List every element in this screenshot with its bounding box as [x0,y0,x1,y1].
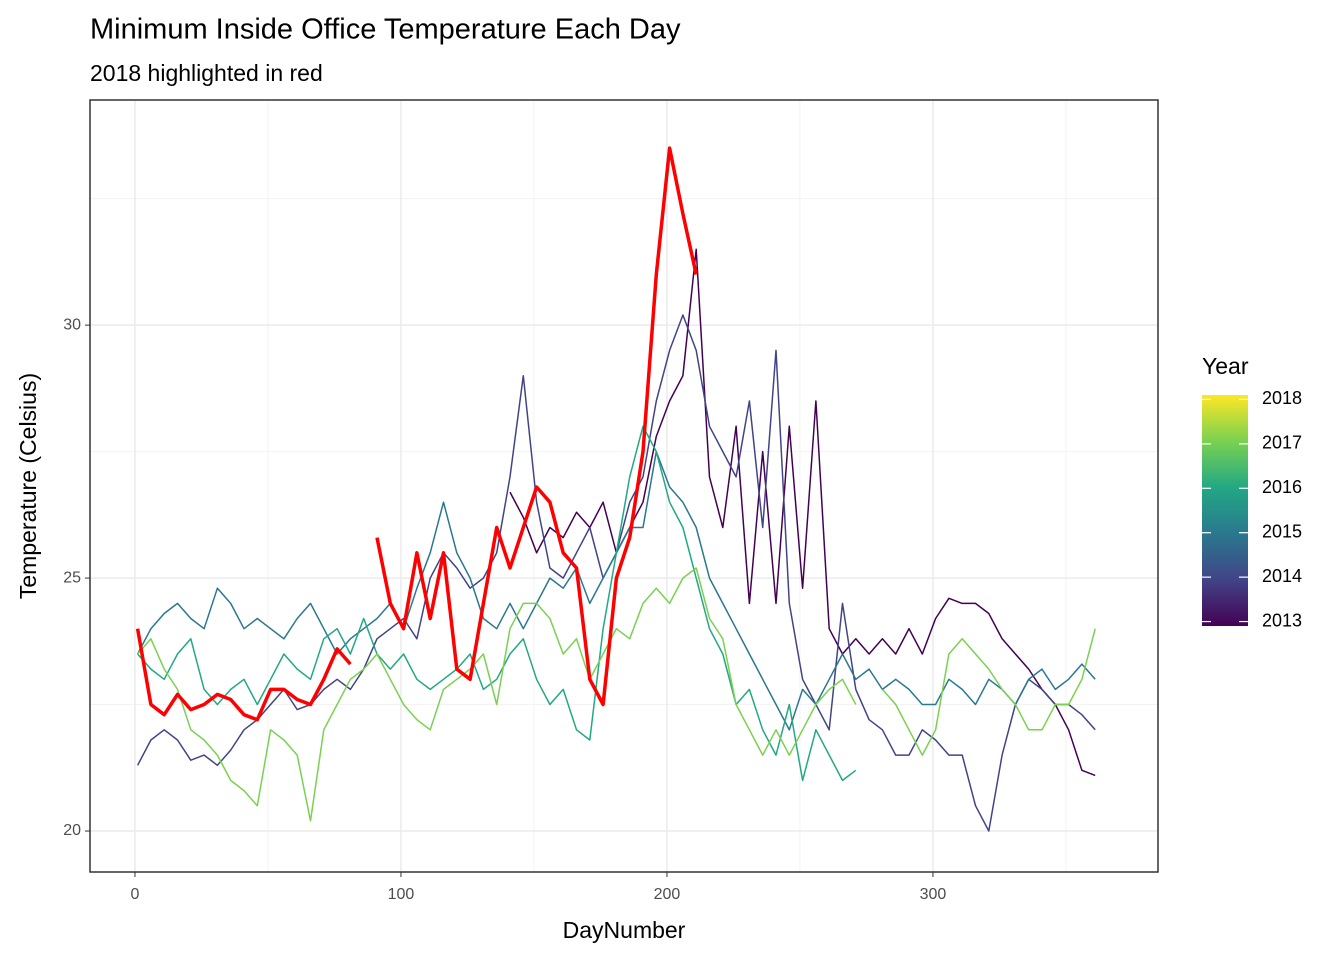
panel-border [89,99,1159,873]
x-tick-label: 0 [131,886,140,903]
series-line [509,248,1096,777]
chart-subtitle: 2018 highlighted in red [90,60,323,86]
legend-title: Year [1202,353,1249,379]
legend-label: 2018 [1262,388,1302,408]
legend-label: 2015 [1262,521,1302,541]
series-line [135,146,698,722]
legend-label: 2016 [1262,477,1302,497]
y-tick-label: 20 [63,822,81,839]
y-tick-label: 30 [63,316,81,333]
y-tick-label: 25 [63,569,81,586]
y-axis-label: Temperature (Celsius) [15,373,41,599]
x-tick-label: 100 [388,886,415,903]
legend-label: 2017 [1262,433,1302,453]
x-tick-label: 300 [920,886,947,903]
chart-title: Minimum Inside Office Temperature Each D… [90,14,681,46]
x-axis-label: DayNumber [563,917,686,943]
series-line [137,567,1096,822]
legend-label: 2014 [1262,566,1302,586]
legend-label: 2013 [1262,610,1302,630]
x-tick-label: 200 [654,886,681,903]
colorbar [1202,395,1248,626]
